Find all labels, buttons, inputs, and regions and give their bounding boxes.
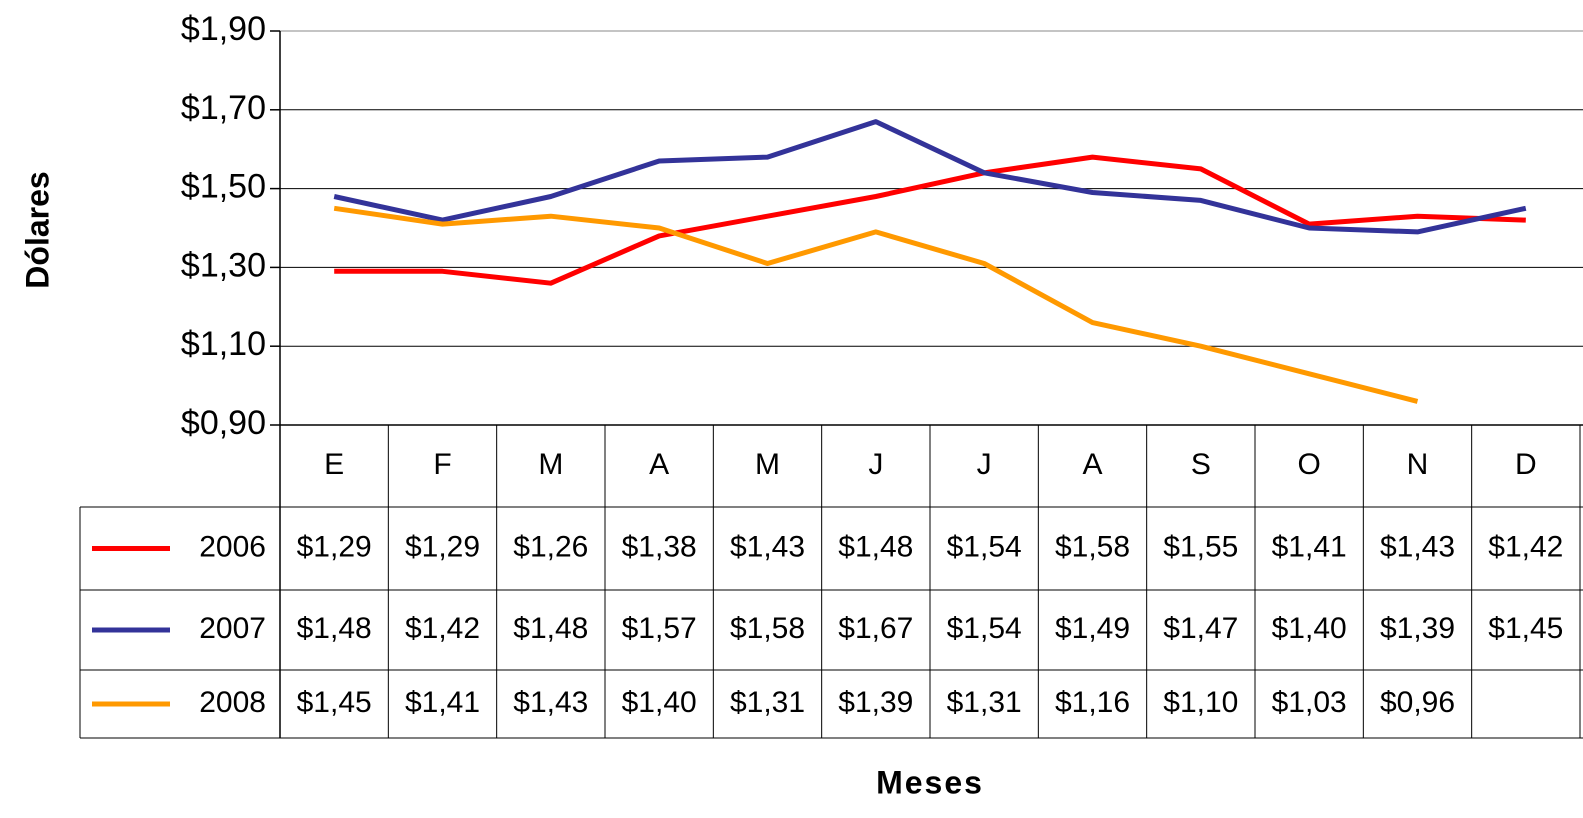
y-axis-label: Dólares [19, 171, 55, 288]
table-value: $1,10 [1163, 686, 1238, 719]
table-value: $1,31 [947, 686, 1022, 719]
table-value: $1,67 [838, 612, 913, 645]
table-value: $1,42 [1488, 530, 1563, 563]
table-value: $1,55 [1163, 530, 1238, 563]
x-tick-label: A [649, 448, 669, 481]
y-tick-label: $1,90 [181, 10, 266, 48]
x-tick-label: M [538, 448, 563, 481]
y-tick-label: $1,70 [181, 89, 266, 127]
x-tick-label: A [1082, 448, 1102, 481]
x-tick-label: N [1407, 448, 1429, 481]
x-tick-label: E [324, 448, 344, 481]
table-value: $0,96 [1380, 686, 1455, 719]
legend-label: 2006 [199, 530, 266, 563]
series-line [333, 119, 1527, 235]
table-value: $1,31 [730, 686, 805, 719]
table-value: $1,40 [622, 686, 697, 719]
table-value: $1,43 [730, 530, 805, 563]
table-value: $1,48 [297, 612, 372, 645]
table-value: $1,58 [1055, 530, 1130, 563]
y-tick-label: $1,50 [181, 168, 266, 206]
x-tick-label: J [977, 448, 992, 481]
y-tick-label: $1,30 [181, 246, 266, 284]
x-tick-label: J [868, 448, 883, 481]
table-value: $1,48 [513, 612, 588, 645]
table-value: $1,26 [513, 530, 588, 563]
series-line [334, 154, 1526, 286]
table-value: $1,49 [1055, 612, 1130, 645]
table-value: $1,42 [405, 612, 480, 645]
table-value: $1,45 [1488, 612, 1563, 645]
table-value: $1,43 [513, 686, 588, 719]
table-value: $1,54 [947, 530, 1022, 563]
x-axis-label: Meses [876, 764, 984, 800]
table-value: $1,43 [1380, 530, 1455, 563]
table-value: $1,47 [1163, 612, 1238, 645]
table-value: $1,16 [1055, 686, 1130, 719]
x-tick-label: M [755, 448, 780, 481]
table-value: $1,29 [405, 530, 480, 563]
table-value: $1,45 [297, 686, 372, 719]
table-value: $1,41 [1272, 530, 1347, 563]
table-value: $1,57 [622, 612, 697, 645]
series-line [333, 205, 1419, 404]
table-value: $1,48 [838, 530, 913, 563]
x-tick-label: F [433, 448, 451, 481]
table-value: $1,39 [1380, 612, 1455, 645]
table-value: $1,40 [1272, 612, 1347, 645]
table-value: $1,58 [730, 612, 805, 645]
legend-label: 2008 [199, 686, 266, 719]
x-tick-label: D [1515, 448, 1537, 481]
y-tick-label: $1,10 [181, 325, 266, 363]
x-tick-label: S [1191, 448, 1211, 481]
table-value: $1,39 [838, 686, 913, 719]
x-tick-label: O [1297, 448, 1320, 481]
table-value: $1,03 [1272, 686, 1347, 719]
table-value: $1,29 [297, 530, 372, 563]
table-value: $1,38 [622, 530, 697, 563]
y-tick-label: $0,90 [181, 404, 266, 442]
table-value: $1,41 [405, 686, 480, 719]
legend-label: 2007 [199, 612, 266, 645]
table-value: $1,54 [947, 612, 1022, 645]
